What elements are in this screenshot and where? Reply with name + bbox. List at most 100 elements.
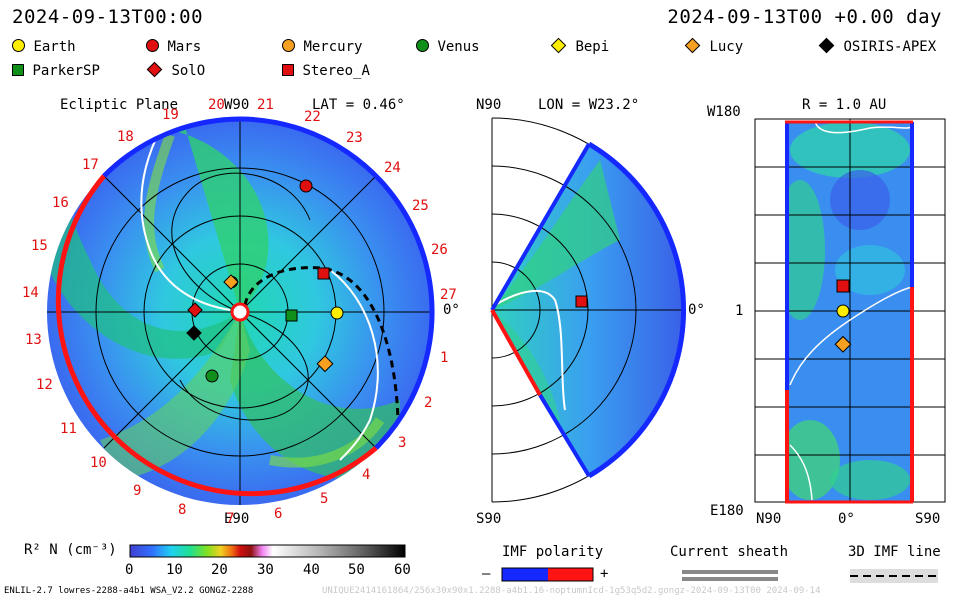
meridional-bottom-label: S90 (476, 511, 502, 527)
latlon-r-label: R = 1.0 AU (802, 97, 887, 113)
ecliptic-right-label: 0° (443, 302, 460, 318)
mercury-circle-icon (282, 39, 295, 52)
left-timestamp: 2024-09-13T00:00 (12, 6, 204, 28)
legend-mars: Mars (146, 39, 201, 55)
latlon-earth-marker (836, 304, 850, 318)
legend-solo: SolO (146, 61, 205, 79)
colorbar-tick-20: 20 (211, 562, 228, 578)
lucy-marker (316, 355, 334, 373)
latlon-bottom-label: E180 (710, 503, 744, 519)
stereo-a-marker (317, 267, 330, 280)
carrington-13: 13 (25, 332, 42, 348)
ecliptic-lat: LAT = 0.46° (312, 97, 405, 113)
meridional-current-sheath (494, 289, 566, 411)
carrington-11: 11 (60, 421, 77, 437)
carrington-8: 8 (178, 502, 187, 518)
carrington-18: 18 (117, 129, 134, 145)
parkersp-marker (285, 309, 298, 322)
carrington-4: 4 (362, 467, 371, 483)
meridional-right-label: 0° (688, 302, 705, 318)
carrington-23: 23 (346, 130, 363, 146)
carrington-3: 3 (398, 435, 407, 451)
colorbar-tick-40: 40 (303, 562, 320, 578)
legend-stereo-a: Stereo_A (282, 63, 370, 79)
latlon-x-left: N90 (756, 511, 782, 527)
legend-osiris: OSIRIS-APEX (818, 37, 936, 55)
legend-lucy: Lucy (684, 37, 743, 55)
carrington-15: 15 (31, 238, 48, 254)
venus-circle-icon (416, 39, 429, 52)
latlon-lucy-marker (834, 335, 852, 353)
polarity-ring-neg-2 (102, 116, 241, 178)
venus-marker (205, 369, 219, 383)
colorbar-tick-60: 60 (394, 562, 411, 578)
latlon-x-mid: 0° (838, 511, 855, 527)
carrington-19: 19 (162, 107, 179, 123)
colorbar-label: R² N (cm⁻³) (24, 542, 117, 558)
latlon-stereo-a-marker (836, 279, 850, 293)
parker-spiral-2 (179, 311, 309, 421)
imf-minus-label: – (482, 566, 491, 582)
carrington-17: 17 (82, 157, 99, 173)
ecliptic-title: Ecliptic Plane (60, 97, 179, 113)
solo-marker (187, 302, 203, 318)
carrington-14: 14 (22, 285, 39, 301)
imf-neg-swatch (502, 568, 548, 581)
latlon-x-right: S90 (915, 511, 941, 527)
legend-parkersp: ParkerSP (12, 63, 100, 79)
current-sheath-title: Current sheath (670, 544, 789, 560)
earth-circle-icon (12, 39, 25, 52)
stereo-a-square-icon (282, 64, 294, 76)
carrington-16: 16 (52, 195, 69, 211)
legend-earth: Earth (12, 39, 76, 55)
carrington-7: 7 (226, 511, 235, 527)
latlon-mid-label: 1 (735, 303, 744, 319)
carrington-9: 9 (133, 483, 142, 499)
meridional-top-label: N90 (476, 97, 502, 113)
ecliptic-current-sheath (140, 129, 379, 461)
carrington-21: 21 (257, 97, 274, 113)
carrington-27: 27 (440, 287, 457, 303)
carrington-24: 24 (384, 160, 401, 176)
mars-circle-icon (146, 39, 159, 52)
carrington-6: 6 (274, 506, 283, 522)
carrington-20: 20 (208, 97, 225, 113)
carrington-26: 26 (431, 242, 448, 258)
latlon-top-label: W180 (707, 104, 741, 120)
mars-marker (299, 179, 313, 193)
osiris-marker (186, 325, 202, 341)
ecliptic-plane-panel (47, 116, 435, 505)
carrington-22: 22 (304, 109, 321, 125)
meridional-polarity-arc (587, 141, 686, 479)
imf-3d-title: 3D IMF line (848, 544, 941, 560)
colorbar-tick-30: 30 (257, 562, 274, 578)
legend-bepi: Bepi (550, 37, 609, 55)
latlon-panel (754, 118, 946, 504)
legend-mercury: Mercury (282, 39, 362, 55)
colorbar (129, 544, 406, 558)
polarity-ring-neg (239, 116, 435, 450)
meridional-polarity-pos (490, 309, 542, 396)
sun-icon (230, 302, 250, 322)
carrington-5: 5 (320, 491, 329, 507)
carrington-25: 25 (412, 198, 429, 214)
latlon-current-sheath (789, 121, 913, 501)
meridional-stereo-a-marker (575, 295, 588, 308)
meridional-plane-panel (490, 117, 686, 503)
parkersp-square-icon (12, 64, 24, 76)
footer-run-info: ENLIL-2.7 lowres-2288-a4b1 WSA_V2.2 GONG… (4, 586, 254, 596)
meridional-lon: LON = W23.2° (538, 97, 640, 113)
carrington-2: 2 (424, 395, 433, 411)
polarity-ring-pos (55, 174, 378, 497)
imf-pos-swatch (548, 568, 593, 581)
imf-polarity-title: IMF polarity (502, 544, 604, 560)
legend-venus: Venus (416, 39, 480, 55)
carrington-12: 12 (36, 377, 53, 393)
earth-marker (330, 306, 344, 320)
right-timestamp: 2024-09-13T00 +0.00 day (667, 6, 942, 28)
imf-3d-line (243, 266, 400, 421)
parker-spiral (171, 172, 311, 313)
ecliptic-top-label: W90 (224, 97, 250, 113)
colorbar-tick-50: 50 (348, 562, 365, 578)
